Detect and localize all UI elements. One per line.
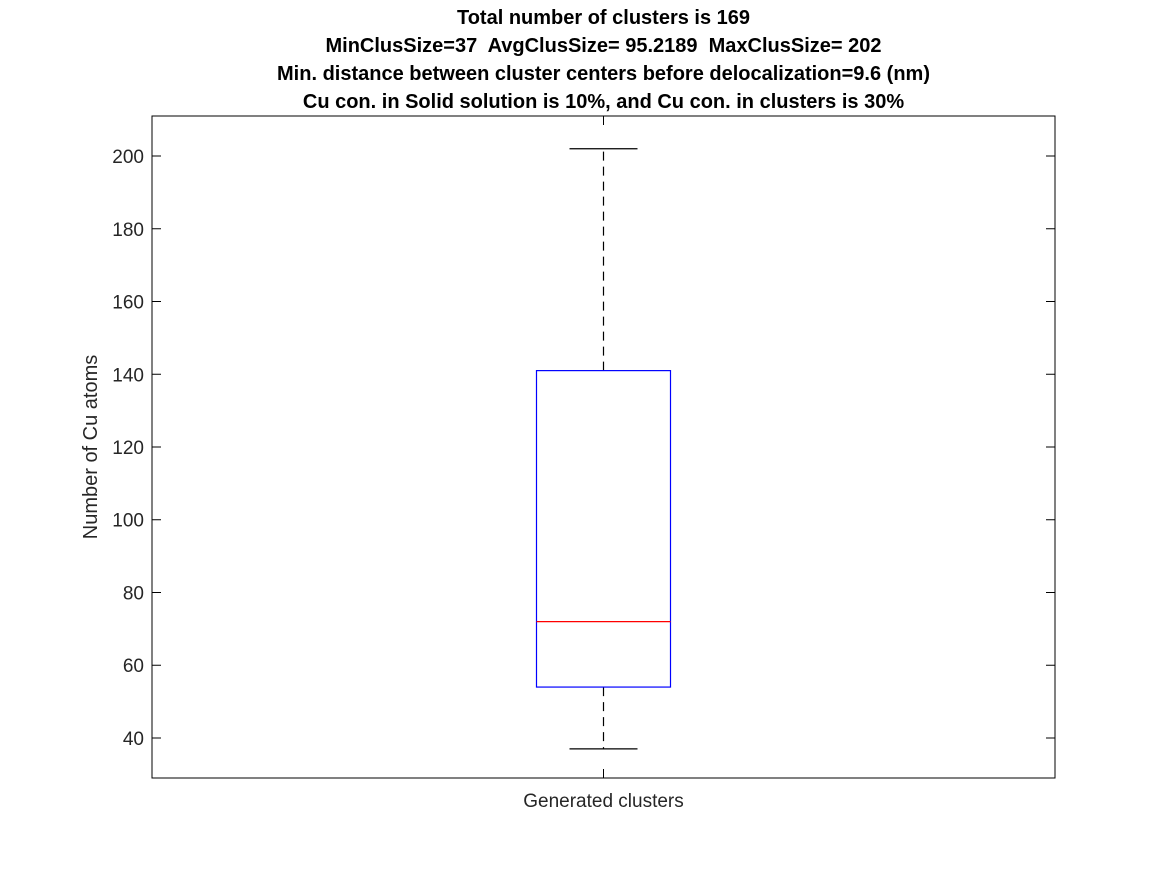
label-layer: Number of Cu atoms 40 60 80 100 120 140 160 180… [80,147,684,812]
title-line-3: Min. distance between cluster centers be… [277,63,930,85]
x-tick-label: Generated clusters [523,791,684,812]
title-line-1: Total number of clusters is 169 [456,7,751,29]
y-tick-label: 80 [123,583,144,604]
y-tick-label: 200 [112,147,144,168]
y-tick-label: 180 [112,220,144,241]
y-axis-label: Number of Cu atoms [80,355,102,540]
y-tick-label: 40 [123,729,144,750]
y-tick-label: 140 [112,365,144,386]
y-tick-label: 120 [112,438,144,459]
iqr-box [535,370,672,688]
axes-layer [151,115,1056,779]
y-tick-label: 60 [123,656,144,677]
data-layer [535,148,672,750]
y-tick-label: 160 [112,293,144,314]
y-tick-label: 100 [112,511,144,532]
title-line-4: Cu con. in Solid solution is 10%, and Cu… [302,91,905,113]
chart-title: Total number of clusters is 169 MinClusS… [0,4,1167,116]
title-line-2: MinClusSize=37 AvgClusSize= 95.2189 MaxC… [325,35,882,57]
